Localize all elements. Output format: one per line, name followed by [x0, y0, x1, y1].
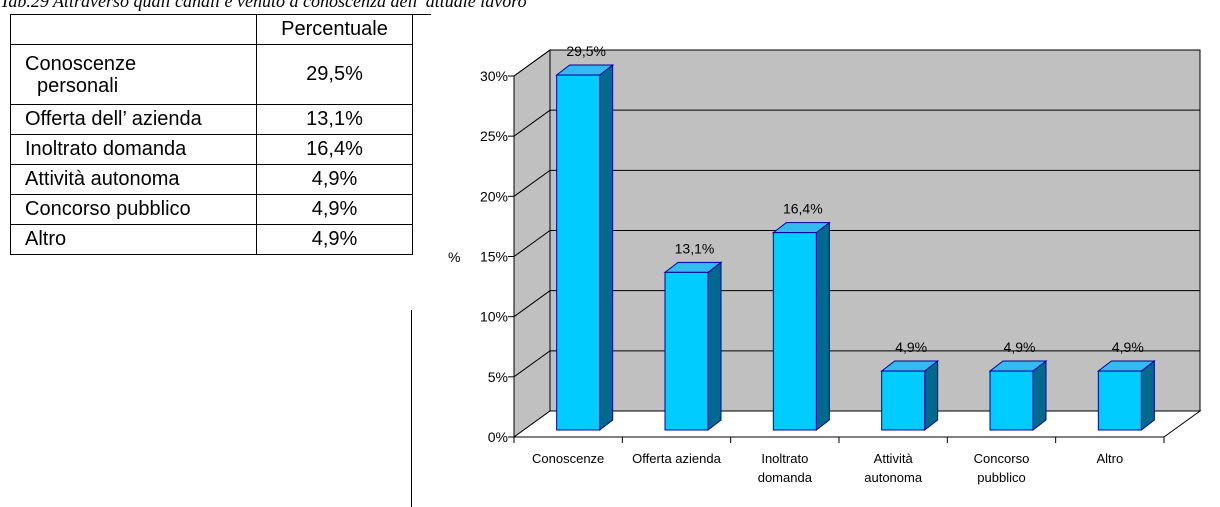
table-row-label: Altro [10, 224, 257, 255]
table-row-value: 16,4% [256, 134, 413, 165]
x-tick-label: Conoscenze [532, 451, 604, 466]
table-row-label: Inoltrato domanda [10, 134, 257, 165]
y-tick-label: 25% [480, 128, 508, 144]
x-tick-label: Concorso [974, 451, 1030, 466]
gridline [513, 290, 1200, 318]
table-row-value: 4,9% [256, 224, 413, 255]
x-tick-label: Altro [1096, 451, 1123, 466]
table-row-value: 4,9% [256, 164, 413, 195]
bar [989, 370, 1034, 431]
data-label: 13,1% [675, 240, 715, 256]
table-row: Inoltrato domanda 16,4% [10, 134, 413, 165]
chart-floor [512, 410, 1202, 438]
gridline [513, 109, 1200, 137]
x-tick-label: Attività [874, 451, 914, 466]
table-row-label-line2: personali [37, 74, 119, 97]
table-row-value: 4,9% [256, 194, 413, 225]
x-tick-label: Offerta azienda [632, 451, 721, 466]
bar [881, 370, 926, 431]
data-label: 4,9% [1112, 339, 1144, 355]
gridline [513, 49, 1200, 77]
gridline [513, 230, 1200, 257]
percentage-table: Percentuale Conoscenze personali 29,5% O… [10, 14, 413, 255]
bar [664, 271, 709, 431]
table-row: Conoscenze personali 29,5% [10, 44, 413, 105]
y-tick-label: 0% [488, 429, 508, 445]
x-tick-label: Inoltrato [761, 451, 808, 466]
table-row-value: 29,5% [256, 44, 413, 105]
bar-side [1032, 360, 1047, 432]
gridline [513, 169, 1200, 197]
gridline [513, 350, 1200, 378]
y-tick-label: 5% [488, 369, 508, 385]
table-row-label: Offerta dell’ azienda [10, 104, 257, 135]
data-label: 29,5% [566, 43, 606, 59]
data-label: 4,9% [1004, 339, 1036, 355]
y-tick-label: 15% [480, 249, 508, 265]
bar [1097, 370, 1142, 431]
table-row: Concorso pubblico 4,9% [10, 194, 413, 225]
data-label: 16,4% [783, 201, 823, 217]
bar-side [924, 360, 939, 432]
table-row: Altro 4,9% [10, 224, 413, 255]
y-tick-label: 20% [480, 188, 508, 204]
y-axis-label: % [448, 249, 460, 265]
bar-side [1140, 360, 1155, 432]
bar-side [599, 64, 614, 432]
table-row-value: 13,1% [256, 104, 413, 135]
table-header-empty [10, 14, 257, 45]
x-tick-label: domanda [758, 470, 813, 485]
frame-divider-line [411, 310, 412, 507]
table-row-label: Concorso pubblico [10, 194, 257, 225]
y-tick-label: 30% [480, 68, 508, 84]
bar-side [815, 221, 830, 432]
caption-underline [411, 14, 431, 15]
table-caption: Tab.29 Attraverso quali canali è venuto … [0, 0, 527, 11]
bar [772, 232, 817, 431]
x-tick-label: pubblico [977, 470, 1025, 485]
table-row-label-text: Conoscenze [25, 52, 137, 75]
x-tick-label: autonoma [864, 470, 923, 485]
table-header-percentuale: Percentuale [256, 14, 413, 45]
data-label: 4,9% [895, 339, 927, 355]
bar [556, 74, 601, 431]
bar-side [707, 261, 722, 432]
table-header-row: Percentuale [10, 14, 413, 45]
table-row: Offerta dell’ azienda 13,1% [10, 104, 413, 135]
table-row-label: Conoscenze personali [10, 44, 257, 105]
y-tick-label: 10% [480, 309, 508, 325]
